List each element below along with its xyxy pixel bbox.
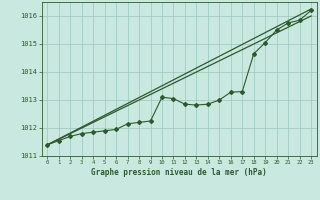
X-axis label: Graphe pression niveau de la mer (hPa): Graphe pression niveau de la mer (hPa): [91, 168, 267, 177]
